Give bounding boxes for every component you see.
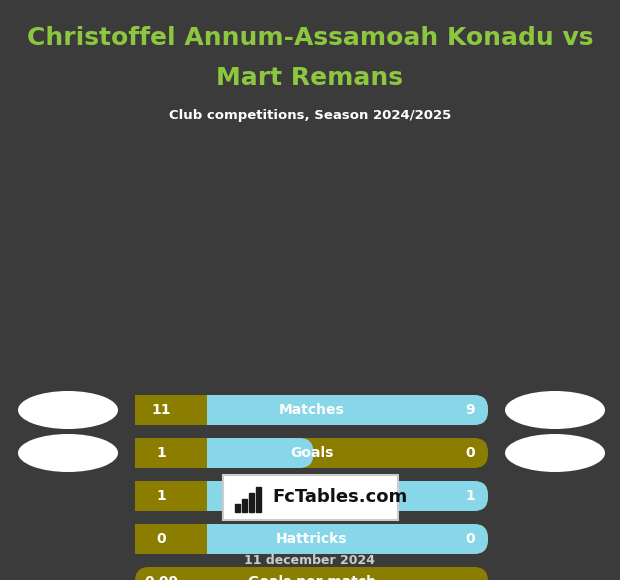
- FancyBboxPatch shape: [135, 438, 207, 468]
- Text: Hattricks: Hattricks: [276, 532, 347, 546]
- Bar: [255, 487, 260, 512]
- FancyBboxPatch shape: [135, 395, 488, 425]
- Text: Christoffel Annum-Assamoah Konadu vs: Christoffel Annum-Assamoah Konadu vs: [27, 26, 593, 50]
- Bar: [249, 492, 254, 512]
- Bar: [234, 503, 239, 512]
- FancyBboxPatch shape: [187, 395, 488, 425]
- Text: FcTables.com: FcTables.com: [273, 488, 408, 506]
- FancyBboxPatch shape: [135, 395, 207, 425]
- Text: 0: 0: [465, 446, 475, 460]
- Text: 0.09: 0.09: [144, 575, 178, 580]
- FancyBboxPatch shape: [135, 524, 187, 554]
- FancyBboxPatch shape: [135, 481, 187, 511]
- Text: Mart Remans: Mart Remans: [216, 66, 404, 90]
- FancyBboxPatch shape: [187, 481, 488, 511]
- Text: 9: 9: [465, 403, 475, 417]
- Text: Matches: Matches: [278, 403, 344, 417]
- Text: Goals: Goals: [290, 446, 333, 460]
- FancyBboxPatch shape: [135, 395, 187, 425]
- Ellipse shape: [505, 434, 605, 472]
- Ellipse shape: [18, 391, 118, 429]
- FancyBboxPatch shape: [135, 567, 488, 580]
- Text: Club competitions, Season 2024/2025: Club competitions, Season 2024/2025: [169, 108, 451, 121]
- FancyBboxPatch shape: [135, 438, 488, 468]
- FancyBboxPatch shape: [135, 481, 207, 511]
- FancyBboxPatch shape: [187, 524, 488, 554]
- FancyBboxPatch shape: [135, 438, 187, 468]
- Text: 11 december 2024: 11 december 2024: [244, 553, 376, 567]
- Text: 1: 1: [156, 446, 166, 460]
- Text: 0: 0: [156, 532, 166, 546]
- FancyBboxPatch shape: [187, 438, 314, 468]
- Text: 11: 11: [151, 403, 171, 417]
- Bar: [242, 498, 247, 512]
- Text: 1: 1: [156, 489, 166, 503]
- Text: Assists: Assists: [284, 489, 339, 503]
- FancyBboxPatch shape: [135, 524, 207, 554]
- FancyBboxPatch shape: [135, 524, 488, 554]
- FancyBboxPatch shape: [135, 481, 488, 511]
- Text: 0: 0: [465, 532, 475, 546]
- Text: 1: 1: [465, 489, 475, 503]
- Ellipse shape: [505, 391, 605, 429]
- Text: Goals per match: Goals per match: [247, 575, 376, 580]
- Ellipse shape: [18, 434, 118, 472]
- FancyBboxPatch shape: [223, 474, 397, 520]
